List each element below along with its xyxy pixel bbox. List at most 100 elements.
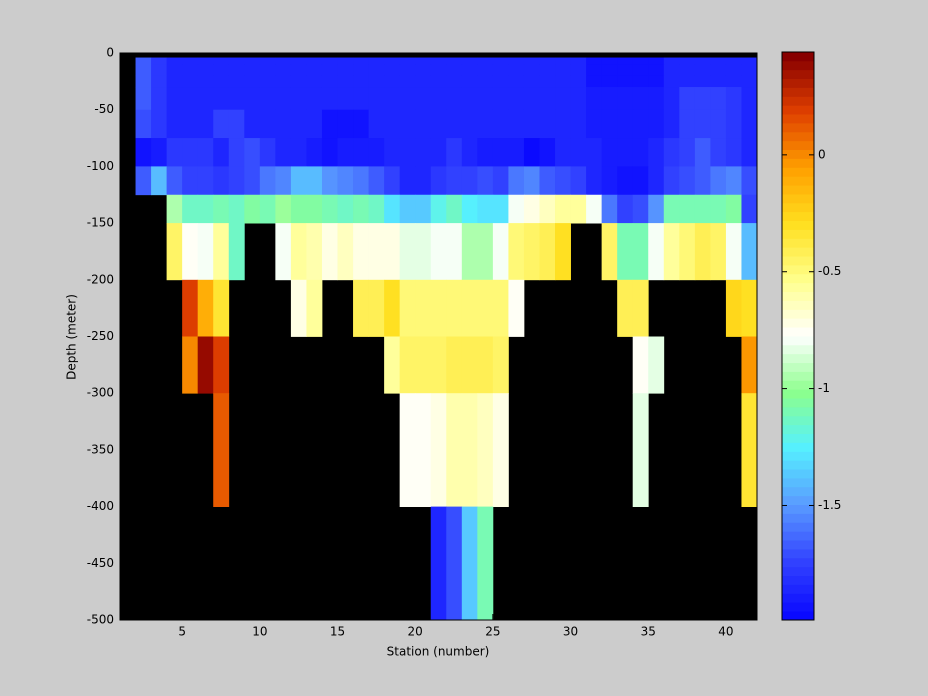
cell: [430, 138, 447, 167]
cell: [710, 57, 727, 65]
cell: [228, 87, 245, 111]
cell: [508, 75, 525, 88]
x-tick-label: 15: [330, 625, 345, 639]
colorbar-tick-label: -1.5: [818, 498, 841, 512]
cell: [321, 87, 338, 111]
cell: [430, 109, 447, 139]
cell: [321, 75, 338, 88]
cell: [570, 57, 587, 65]
cell: [663, 138, 680, 167]
cell: [694, 138, 711, 167]
cell: [617, 75, 634, 88]
y-tick-label: -350: [87, 442, 114, 456]
cell: [415, 279, 432, 337]
colorbar-band: [782, 557, 814, 568]
cell: [244, 194, 261, 224]
colorbar-band: [782, 291, 814, 301]
cell: [430, 506, 447, 621]
cell: [259, 109, 276, 139]
cell: [461, 75, 478, 88]
cell: [601, 194, 618, 224]
colorbar-band: [782, 495, 814, 506]
y-tick-label: -400: [87, 499, 114, 513]
cell: [679, 194, 696, 224]
cell: [321, 64, 338, 77]
cell: [710, 194, 727, 224]
cell: [741, 393, 758, 507]
cell: [213, 87, 230, 111]
colorbar-band: [782, 202, 814, 213]
colorbar-band: [782, 105, 814, 115]
cell: [710, 75, 727, 88]
cell: [182, 87, 199, 111]
colorbar-band: [782, 167, 814, 177]
cell: [632, 393, 649, 507]
cell: [151, 109, 168, 139]
cell: [275, 194, 292, 224]
x-axis-label: Station (number): [387, 645, 490, 659]
cell: [384, 223, 401, 281]
cell: [197, 57, 214, 65]
colorbar-band: [782, 131, 814, 142]
cell: [632, 109, 649, 139]
cell: [321, 109, 338, 139]
cell: [384, 109, 401, 139]
cell: [290, 194, 307, 224]
cell: [430, 194, 447, 224]
cell: [244, 75, 261, 88]
cell: [259, 75, 276, 88]
cell: [492, 166, 509, 196]
cell: [492, 279, 509, 337]
cell: [228, 194, 245, 224]
cell: [446, 336, 463, 394]
colorbar-band: [782, 540, 814, 550]
cell: [197, 194, 214, 224]
cell: [446, 57, 463, 65]
cell: [368, 87, 385, 111]
cell: [197, 279, 214, 337]
colorbar-band: [782, 327, 814, 337]
cell: [586, 75, 603, 88]
x-tick-label: 10: [252, 625, 267, 639]
colorbar-band: [782, 584, 814, 594]
cell: [213, 138, 230, 167]
colorbar-band: [782, 460, 814, 470]
cell: [415, 393, 432, 507]
cell: [275, 75, 292, 88]
cell: [492, 393, 509, 507]
cell: [523, 166, 540, 196]
cell: [694, 194, 711, 224]
colorbar-band: [782, 469, 814, 479]
cell: [259, 138, 276, 167]
cell: [446, 166, 463, 196]
colorbar-tick-label: -1: [818, 381, 830, 395]
cell: [725, 138, 742, 167]
cell: [446, 87, 463, 111]
cell: [399, 75, 416, 88]
cell: [477, 166, 494, 196]
cell: [182, 109, 199, 139]
cell: [461, 506, 478, 621]
colorbar-band: [782, 478, 814, 488]
cell: [601, 87, 618, 111]
colorbar-band: [782, 69, 814, 80]
cell: [508, 223, 525, 281]
cell: [508, 57, 525, 65]
colorbar-band: [782, 265, 814, 275]
cell: [337, 166, 354, 196]
cell: [259, 194, 276, 224]
cell: [725, 166, 742, 196]
cell: [151, 138, 168, 167]
cell: [321, 138, 338, 167]
cell: [741, 109, 758, 139]
cell: [725, 194, 742, 224]
cell: [228, 75, 245, 88]
cell: [477, 75, 494, 88]
cell: [368, 166, 385, 196]
cell: [197, 223, 214, 281]
cell: [663, 109, 680, 139]
cell: [182, 75, 199, 88]
cell: [679, 166, 696, 196]
cell: [244, 57, 261, 65]
cell: [461, 109, 478, 139]
